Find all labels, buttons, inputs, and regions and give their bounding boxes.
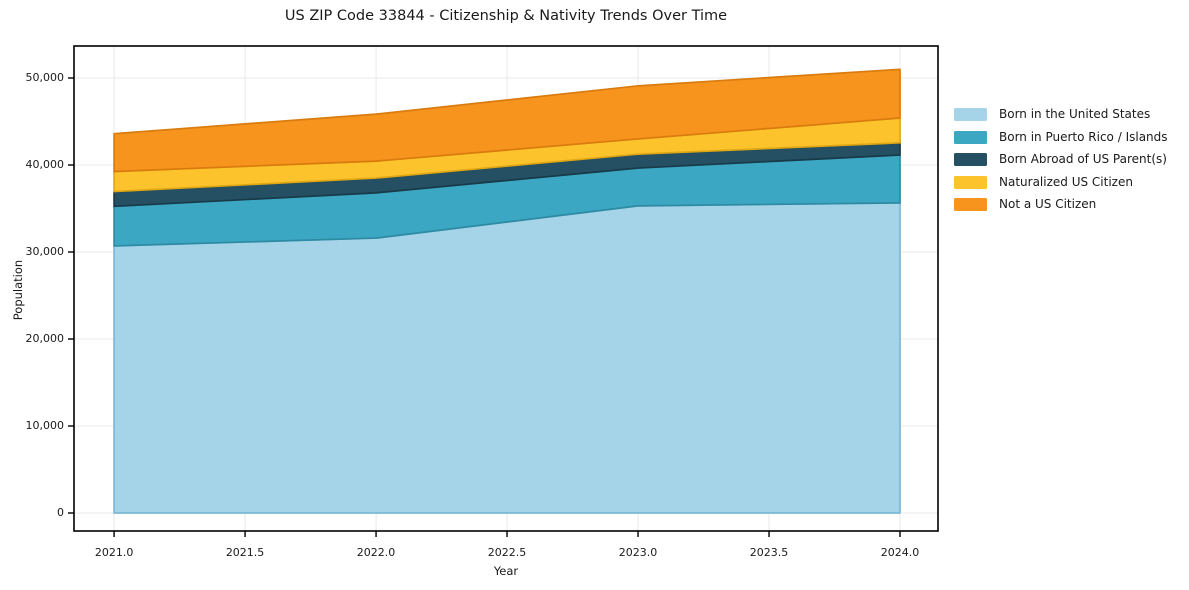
y-tick-label: 0 — [57, 505, 64, 519]
legend-swatch — [954, 153, 987, 167]
legend-label: Born in the United States — [999, 107, 1151, 121]
legend-item: Born in Puerto Rico / Islands — [954, 129, 1168, 144]
plot-border — [73, 45, 939, 532]
legend-swatch — [954, 108, 987, 121]
legend-label: Naturalized US Citizen — [999, 174, 1133, 189]
area-born-in-the-united-states — [113, 202, 901, 514]
legend-item: Born Abroad of US Parent(s) — [954, 152, 1168, 167]
legend-swatch — [954, 130, 987, 144]
legend-item: Naturalized US Citizen — [954, 174, 1168, 189]
legend-label: Not a US Citizen — [999, 197, 1097, 212]
x-tick-label: 2023.0 — [618, 546, 658, 559]
x-tick-label: 2023.5 — [749, 546, 789, 559]
y-tick-label: 20,000 — [25, 332, 65, 345]
area-not-a-us-citizen — [113, 68, 901, 173]
y-tick-label: 30,000 — [25, 245, 65, 258]
x-tick-label: 2022.5 — [487, 546, 527, 559]
y-axis-title: Population — [11, 259, 25, 321]
x-tick-label: 2022.0 — [356, 546, 396, 559]
x-tick-label: 2024.0 — [880, 546, 920, 559]
y-tick-label: 40,000 — [25, 158, 65, 171]
x-tick-label: 2021.0 — [94, 546, 134, 559]
x-axis-title: Year — [493, 564, 519, 578]
y-tick-label: 50,000 — [25, 71, 65, 84]
x-tick-label: 2021.5 — [225, 546, 265, 559]
legend: Born in the United States Born in Puerto … — [954, 108, 1168, 212]
chart-title: US ZIP Code 33844 - Citizenship & Nativi… — [284, 8, 728, 24]
legend-swatch — [954, 175, 987, 189]
y-tick-label: 10,000 — [25, 418, 65, 432]
legend-item: Born in the United States — [954, 108, 1168, 121]
legend-item: Not a US Citizen — [954, 197, 1168, 212]
legend-swatch — [954, 198, 987, 212]
legend-label: Born Abroad of US Parent(s) — [999, 152, 1167, 167]
legend-label: Born in Puerto Rico / Islands — [999, 129, 1168, 144]
